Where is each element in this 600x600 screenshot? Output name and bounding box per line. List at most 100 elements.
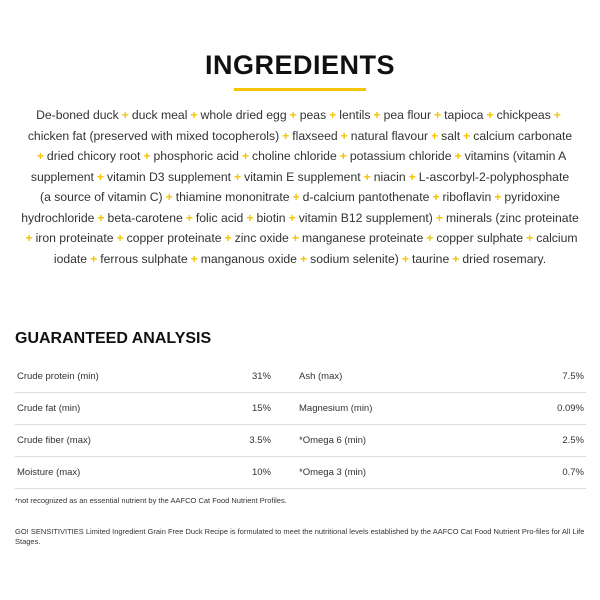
l-label: Crude fat (min) xyxy=(15,392,219,425)
plus-separator-icon: + xyxy=(121,108,129,122)
plus-separator-icon: + xyxy=(165,190,173,204)
plus-separator-icon: + xyxy=(282,128,290,143)
r-value: 0.7% xyxy=(503,456,586,489)
plus-separator-icon: + xyxy=(289,108,297,122)
plus-separator-icon: + xyxy=(291,231,299,245)
analysis-row: Crude protein (min) 31% Ash (max) 7.5% xyxy=(15,361,586,393)
plus-separator-icon: + xyxy=(373,108,381,122)
ingredient-item: iron proteinate xyxy=(35,231,114,245)
plus-separator-icon: + xyxy=(25,231,33,245)
ingredient-item: beta-carotene xyxy=(107,210,183,225)
ingredient-item: vitamins (vitamin A xyxy=(464,149,567,163)
r-value: 7.5% xyxy=(503,361,586,393)
ingredient-item: lentils xyxy=(339,108,371,122)
ingredient-item: manganese proteinate xyxy=(301,231,424,245)
ingredients-title: INGREDIENTS xyxy=(204,50,396,80)
spacer xyxy=(273,424,297,457)
ingredient-item: biotin xyxy=(256,210,286,225)
ingredient-line: hydrochloride + beta-carotene + folic acid + b… xyxy=(0,208,600,229)
ingredient-item: dried chicory root xyxy=(46,149,141,163)
plus-separator-icon: + xyxy=(454,149,462,163)
plus-separator-icon: + xyxy=(224,231,232,245)
plus-separator-icon: + xyxy=(292,190,300,204)
plus-separator-icon: + xyxy=(288,210,296,225)
ingredient-item: whole dried egg xyxy=(200,108,287,122)
ingredient-line: (a source of vitamin C) + thiamine mononit… xyxy=(0,187,600,208)
plus-separator-icon: + xyxy=(434,108,442,122)
plus-separator-icon: + xyxy=(185,210,193,225)
ingredient-item: potassium chloride xyxy=(349,149,452,163)
plus-separator-icon: + xyxy=(340,128,348,143)
ingredient-item: supplement xyxy=(30,169,94,184)
ingredient-item: vitamin B12 supplement) xyxy=(298,210,433,225)
footnote: *not recognized as an essential nutrient… xyxy=(15,496,287,505)
r-value: 2.5% xyxy=(503,424,586,457)
ingredient-item: duck meal xyxy=(131,108,188,122)
plus-separator-icon: + xyxy=(36,149,44,163)
ingredient-item: pyridoxine xyxy=(504,190,560,204)
plus-separator-icon: + xyxy=(97,210,105,225)
ingredient-item: riboflavin xyxy=(442,190,492,204)
r-value: 0.09% xyxy=(503,392,586,425)
r-label: *Omega 3 (min) xyxy=(297,456,504,489)
ingredient-line: supplement + vitamin D3 supplement + vitamin… xyxy=(0,167,600,188)
ingredient-item: hydrochloride xyxy=(21,210,95,225)
ingredient-item: vitamin D3 supplement xyxy=(107,169,231,184)
analysis-row: Crude fiber (max) 3.5% *Omega 6 (min) 2.5% xyxy=(15,424,586,457)
ingredient-item: calcium carbonate xyxy=(473,128,573,143)
ingredient-item: chicken fat (preserved with mixed tocoph… xyxy=(27,128,280,143)
ingredient-item: calcium xyxy=(536,231,578,245)
plus-separator-icon: + xyxy=(401,251,409,266)
plus-separator-icon: + xyxy=(190,108,198,122)
ingredient-item: copper proteinate xyxy=(126,231,222,245)
ingredient-item: flaxseed xyxy=(292,128,338,143)
plus-separator-icon: + xyxy=(190,251,198,266)
r-label: Magnesium (min) xyxy=(297,392,504,425)
ingredient-item: zinc oxide xyxy=(234,231,289,245)
l-label: Moisture (max) xyxy=(15,456,219,489)
ingredient-item: folic acid xyxy=(195,210,244,225)
plus-separator-icon: + xyxy=(431,128,439,143)
ingredient-line: De-boned duck + duck meal + whole dried egg +… xyxy=(0,105,600,126)
ingredient-item: minerals (zinc proteinate xyxy=(445,210,579,225)
plus-separator-icon: + xyxy=(143,149,151,163)
ingredient-item: vitamin E supplement xyxy=(244,169,361,184)
ingredient-item: taurine xyxy=(411,251,450,266)
plus-separator-icon: + xyxy=(363,169,371,184)
ingredient-item: L-ascorbyl-2-polyphosphate xyxy=(418,169,570,184)
ingredient-item: ferrous sulphate xyxy=(100,251,188,266)
analysis-table: Crude protein (min) 31% Ash (max) 7.5% Crude… xyxy=(15,361,586,489)
l-value: 15% xyxy=(219,392,273,425)
plus-separator-icon: + xyxy=(116,231,124,245)
ingredient-item: chickpeas xyxy=(496,108,551,122)
ingredient-item: niacin xyxy=(373,169,406,184)
plus-separator-icon: + xyxy=(426,231,434,245)
ingredient-item: phosphoric acid xyxy=(153,149,239,163)
l-value: 3.5% xyxy=(219,424,273,457)
ingredient-item: tapioca xyxy=(444,108,484,122)
ingredients-list: De-boned duck + duck meal + whole dried egg +… xyxy=(0,105,600,269)
ingredient-item: copper sulphate xyxy=(436,231,524,245)
ingredient-item: thiamine mononitrate xyxy=(175,190,290,204)
plus-separator-icon: + xyxy=(241,149,250,163)
ingredient-item: (a source of vitamin C) xyxy=(40,190,163,204)
plus-separator-icon: + xyxy=(299,251,308,266)
ingredient-item: d-calcium pantothenate xyxy=(302,190,430,204)
plus-separator-icon: + xyxy=(246,210,254,225)
plus-separator-icon: + xyxy=(494,190,502,204)
r-label: Ash (max) xyxy=(297,361,504,393)
ingredient-item: natural flavour xyxy=(350,128,429,143)
plus-separator-icon: + xyxy=(526,231,534,245)
l-value: 31% xyxy=(219,361,273,393)
spacer xyxy=(273,361,297,393)
plus-separator-icon: + xyxy=(96,169,105,184)
l-label: Crude protein (min) xyxy=(15,361,219,393)
ingredient-item: salt xyxy=(441,128,461,143)
l-value: 10% xyxy=(219,456,273,489)
ingredient-line: chicken fat (preserved with mixed tocoph… xyxy=(0,126,600,147)
plus-separator-icon: + xyxy=(432,190,440,204)
plus-separator-icon: + xyxy=(553,108,561,122)
analysis-row: Moisture (max) 10% *Omega 3 (min) 0.7% xyxy=(15,456,586,489)
r-label: *Omega 6 (min) xyxy=(297,424,504,457)
ingredient-item: De-boned duck xyxy=(36,108,119,122)
